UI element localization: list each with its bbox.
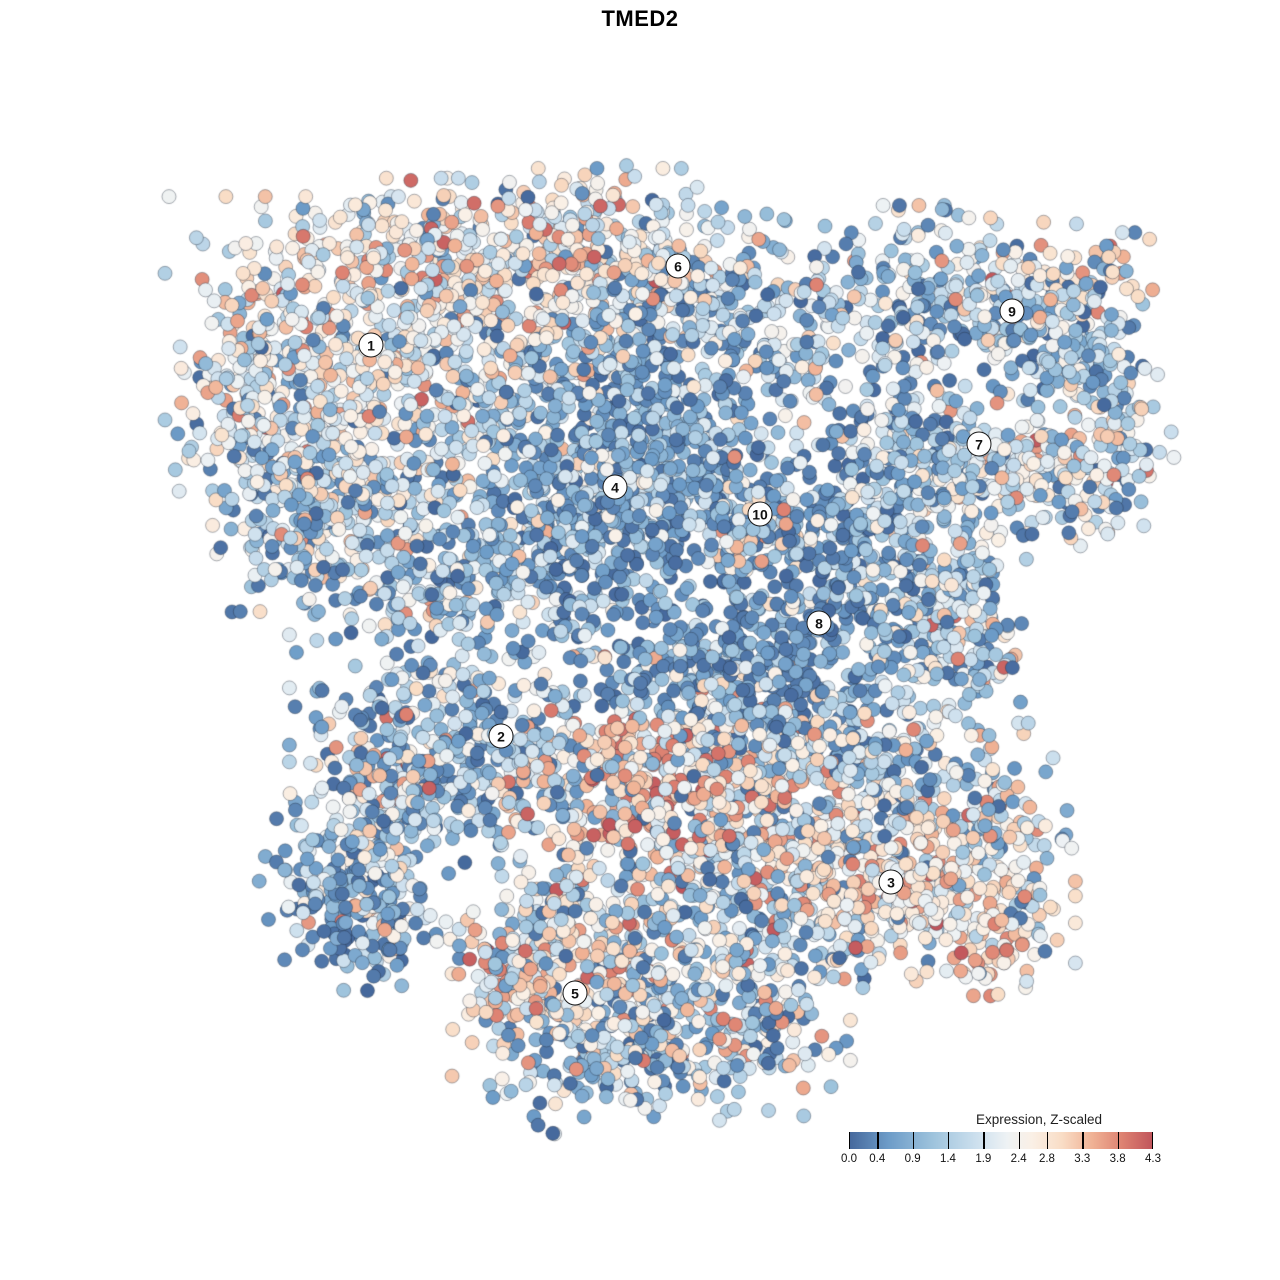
legend-tick-mark [1018,1132,1021,1149]
legend-tick-mark [912,1132,915,1149]
legend-title: Expression, Z-scaled [975,1112,1103,1127]
legend-tick-mark [947,1132,950,1149]
legend-tick-label: 2.8 [1038,1153,1055,1165]
legend-tick-label: 0.0 [841,1153,857,1165]
legend-tick-label: 4.3 [1145,1153,1161,1165]
legend-tick-mark [849,1132,851,1149]
legend-tick-mark [983,1132,985,1149]
legend-tick-mark [1117,1132,1120,1149]
legend-tick-label: 1.9 [975,1153,992,1165]
legend-tick-label: 0.9 [904,1153,921,1165]
legend-tick-label: 3.3 [1074,1153,1091,1165]
legend-tick-mark [1151,1132,1153,1149]
legend-tick-label: 2.4 [1010,1153,1027,1165]
legend-tick-mark [1046,1132,1049,1149]
legend-tick-label: 1.4 [939,1153,956,1165]
legend-tick-mark [877,1132,879,1149]
expression-colorbar-legend: Expression, Z-scaled 0.0 0.4 0.9 1.4 1.9 2.4 2… [841,1112,1161,1172]
legend-tick-label: 3.8 [1109,1153,1126,1165]
legend-tick-mark [1082,1132,1084,1149]
legend-tick-label: 0.4 [869,1153,886,1165]
legend-colorbar [849,1132,1153,1149]
